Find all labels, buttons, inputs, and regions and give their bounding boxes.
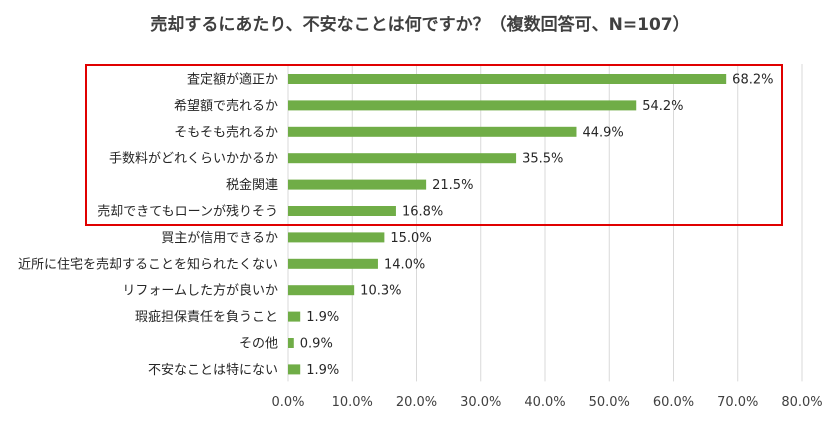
- bar: [288, 285, 355, 296]
- x-tick-label: 20.0%: [396, 395, 437, 410]
- value-label: 1.9%: [306, 363, 339, 378]
- bar: [288, 364, 301, 375]
- category-label: その他: [239, 337, 278, 352]
- value-label: 14.0%: [384, 257, 425, 272]
- bar: [288, 258, 378, 269]
- x-tick-label: 80.0%: [781, 395, 822, 410]
- category-label: 査定額が適正か: [187, 72, 278, 88]
- label-layer: 査定額が適正か 68.2% 希望額で売れるか 54.2% そもそも売れるか 44.9% 手数…: [18, 72, 774, 378]
- category-label: そもそも売れるか: [174, 124, 278, 140]
- bar: [288, 232, 385, 243]
- bar: [288, 338, 294, 348]
- category-label: 税金関連: [226, 177, 278, 193]
- category-label: 近所に住宅を売却することを知られたくない: [18, 256, 278, 272]
- bar: [288, 179, 427, 190]
- bar: [288, 206, 396, 216]
- x-tick-label: 10.0%: [332, 395, 373, 410]
- value-label: 16.8%: [402, 205, 443, 220]
- value-label: 0.9%: [300, 337, 333, 352]
- tick-layer: 0.0% 10.0% 20.0% 30.0% 40.0% 50.0% 60.0% 70.0% 8…: [271, 395, 822, 410]
- x-tick-label: 40.0%: [524, 395, 565, 410]
- value-label: 15.0%: [390, 231, 431, 246]
- x-tick-label: 50.0%: [589, 395, 630, 410]
- value-label: 35.5%: [522, 152, 563, 167]
- bar-layer: [288, 74, 727, 375]
- value-label: 54.2%: [642, 99, 683, 114]
- value-label: 21.5%: [432, 178, 473, 193]
- x-tick-label: 70.0%: [717, 395, 758, 410]
- highlight-box: [85, 64, 783, 226]
- category-label: 売却できてもローンが残りそう: [97, 204, 278, 220]
- x-tick-label: 30.0%: [460, 395, 501, 410]
- grid-layer: [287, 64, 803, 382]
- value-label: 10.3%: [360, 284, 401, 299]
- chart-title: 売却するにあたり、不安なことは何ですか？（複数回答可、N=107）: [150, 14, 689, 35]
- x-tick-label: 0.0%: [271, 395, 304, 410]
- category-label: リフォームした方が良いか: [122, 283, 278, 299]
- category-label: 買主が信用できるか: [161, 231, 278, 246]
- value-label: 1.9%: [306, 310, 339, 325]
- value-label: 44.9%: [582, 125, 623, 140]
- bar: [288, 126, 577, 137]
- category-label: 希望額で売れるか: [174, 98, 278, 114]
- category-label: 手数料がどれくらいかかるか: [109, 152, 278, 167]
- bar: [288, 153, 517, 164]
- bar: [288, 311, 301, 322]
- category-label: 瑕疵担保責任を負うこと: [135, 310, 278, 325]
- bar: [288, 74, 727, 84]
- bar: [288, 100, 637, 111]
- category-label: 不安なことは特にない: [148, 363, 278, 378]
- x-tick-label: 60.0%: [653, 395, 694, 410]
- value-label: 68.2%: [732, 73, 773, 88]
